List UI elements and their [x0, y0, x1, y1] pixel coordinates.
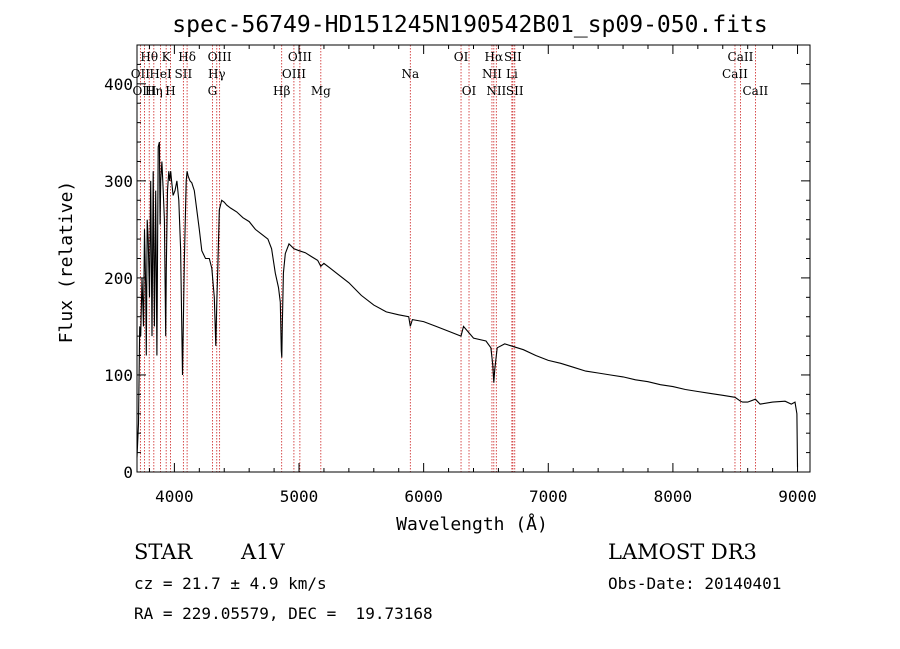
- x-tick-label: 8000: [654, 487, 693, 506]
- x-axis-label: Wavelength (Å): [396, 513, 548, 535]
- survey-name: LAMOST DR3: [608, 540, 757, 564]
- line-label-hδ: Hδ: [178, 50, 196, 64]
- line-label-oi: OI: [454, 50, 469, 64]
- line-label-oiii: OIII: [288, 50, 312, 64]
- line-label-caii: CaII: [742, 84, 768, 98]
- line-markers: [139, 45, 756, 472]
- line-label-hθ: Hθ: [140, 50, 158, 64]
- plot-frame: [136, 44, 811, 473]
- line-label-sii: SII: [506, 84, 524, 98]
- line-label-hη: Hη: [145, 84, 163, 98]
- line-label-h: H: [165, 84, 175, 98]
- chart-title: spec-56749-HD151245N190542B01_sp09-050.f…: [172, 12, 767, 38]
- line-label-oi: OI: [462, 84, 477, 98]
- object-subclass: A1V: [241, 540, 285, 564]
- line-label-nii: NII: [486, 84, 506, 98]
- line-label-oiii: OIII: [208, 50, 232, 64]
- object-class: STAR: [134, 540, 193, 564]
- ra-dec: RA = 229.05579, DEC = 19.73168: [134, 604, 433, 623]
- x-tick-label: 9000: [778, 487, 817, 506]
- line-label-k: K: [162, 50, 172, 64]
- line-label-li: Li: [506, 67, 518, 81]
- y-axis: 0 100 200 300 400: [104, 44, 810, 482]
- y-axis-label: Flux (relative): [56, 181, 77, 344]
- redshift-cz: cz = 21.7 ± 4.9 km/s: [134, 574, 327, 593]
- x-tick-label: 4000: [155, 487, 194, 506]
- line-label-hei: HeI: [149, 67, 172, 81]
- x-tick-label: 6000: [404, 487, 443, 506]
- line-label-nii: NII: [482, 67, 502, 81]
- y-tick-label: 400: [104, 75, 133, 94]
- line-label-hβ: Hβ: [273, 84, 290, 98]
- observation-date: Obs-Date: 20140401: [608, 574, 782, 593]
- line-label-sii: SII: [504, 50, 522, 64]
- y-tick-label: 100: [104, 366, 133, 385]
- x-axis: 4000 5000 6000 7000 8000 9000: [148, 45, 817, 506]
- line-label-hγ: Hγ: [208, 67, 226, 81]
- line-label-hα: Hα: [485, 50, 504, 64]
- y-tick-label: 0: [123, 463, 133, 482]
- x-tick-label: 5000: [280, 487, 319, 506]
- y-tick-label: 200: [104, 269, 133, 288]
- y-tick-label: 300: [104, 172, 133, 191]
- line-label-oiii: OIII: [282, 67, 306, 81]
- line-label-oiii: OIII: [132, 84, 156, 98]
- spectrum-line: [136, 141, 799, 468]
- line-label-caii: CaII: [728, 50, 754, 64]
- line-label-oii: OII: [131, 67, 151, 81]
- line-label-sii: SII: [175, 67, 193, 81]
- line-label-mg: Mg: [311, 84, 331, 98]
- x-tick-label: 7000: [529, 487, 568, 506]
- line-label-g: G: [208, 84, 218, 98]
- line-label-na: Na: [401, 67, 419, 81]
- line-label-caii: CaII: [722, 67, 748, 81]
